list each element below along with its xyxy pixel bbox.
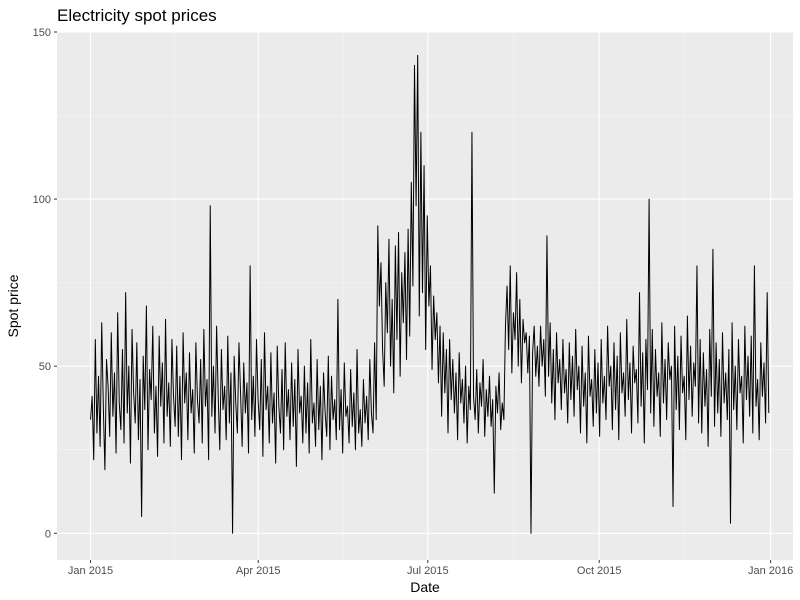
x-tick-label: Jul 2015 — [407, 565, 449, 577]
y-axis-title: Spot price — [5, 274, 21, 337]
series-line — [90, 54, 770, 534]
x-axis: Jan 2015 Apr 2015 Jul 2015 Oct 2015 Jan 2016 — [68, 560, 793, 577]
chart-title: Electricity spot prices — [57, 6, 217, 25]
y-tick-label: 0 — [45, 528, 51, 540]
y-tick-label: 150 — [33, 27, 51, 39]
grid-major — [57, 31, 793, 560]
y-tick-label: 100 — [33, 194, 51, 206]
y-axis: 0 50 100 150 — [33, 27, 57, 540]
x-tick-label: Jan 2015 — [68, 565, 113, 577]
y-tick-label: 50 — [39, 361, 51, 373]
x-tick-label: Oct 2015 — [577, 565, 622, 577]
x-tick-label: Jan 2016 — [748, 565, 793, 577]
x-axis-title: Date — [410, 579, 440, 595]
x-tick-label: Apr 2015 — [236, 565, 281, 577]
